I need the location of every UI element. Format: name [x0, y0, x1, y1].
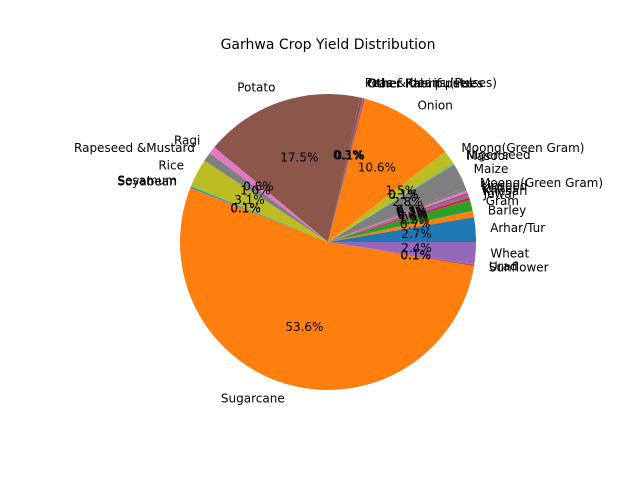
slice-label: Arhar/Tur — [490, 221, 545, 235]
slice-label: Barley — [488, 204, 526, 218]
pie-slice — [328, 199, 473, 242]
slice-percent-label: 2.4% — [401, 241, 432, 255]
pie-slice — [328, 187, 467, 242]
pie-labels: Arhar/Tur 2.7% Barley 0.7% Gram 1.2% Jowar 0.3%… — [74, 76, 603, 406]
slice-percent-label: 2.7% — [401, 227, 432, 241]
pie-slice — [180, 187, 475, 390]
slice-percent-label: 0.1% — [230, 202, 261, 216]
slice-label: Soyabean — [117, 174, 176, 188]
slice-percent-label: 0.1% — [401, 248, 432, 262]
slice-percent-label: 0.1% — [388, 188, 419, 202]
slice-label: Rice — [158, 159, 184, 173]
slice-percent-label: 0.1% — [400, 249, 431, 263]
pie-slice — [190, 186, 328, 242]
slice-label: Other Rabi pulses — [367, 76, 474, 90]
pie-slice — [328, 242, 475, 266]
slice-label: Gram — [486, 194, 519, 208]
slice-percent-label: 0.3% — [398, 208, 429, 222]
slice-percent-label: 0.3% — [397, 207, 428, 221]
slice-label: Potato — [237, 80, 275, 94]
slice-label: Khesari — [483, 184, 528, 198]
pie-slice — [328, 242, 476, 265]
slice-label: Peas & beans (Pulses) — [365, 76, 497, 90]
slice-label: Sunflower — [489, 260, 549, 274]
slice-percent-label: 0.1% — [334, 148, 365, 162]
pie-slice — [328, 164, 466, 242]
pie-slice — [328, 217, 476, 242]
pie-slice — [190, 186, 328, 242]
pie-slice — [328, 242, 475, 266]
slice-label: Kulthi — [482, 181, 516, 195]
pie-slice — [328, 194, 470, 242]
slice-label: Jowar — [483, 187, 517, 201]
slice-label: Urad — [489, 259, 518, 273]
slice-percent-label: 17.5% — [280, 150, 318, 164]
slice-percent-label: 0.3% — [333, 148, 364, 162]
pie-slice — [328, 192, 469, 242]
slice-percent-label: 10.6% — [358, 160, 396, 174]
slice-label: Ragi — [174, 133, 200, 147]
pie-slice — [209, 147, 328, 242]
pie-slice — [328, 151, 454, 242]
slice-label: Moong(Green Gram) — [480, 176, 603, 190]
pie-slice — [214, 94, 361, 243]
slice-percent-label: 0.8% — [243, 179, 274, 193]
pie-slice — [328, 98, 365, 242]
pie-slice — [328, 97, 363, 242]
pie-slice — [328, 197, 470, 242]
slice-label: Niger seed — [466, 148, 531, 162]
slice-percent-label: 2.8% — [392, 195, 423, 209]
slice-label: Rapeseed &Mustard — [74, 141, 195, 155]
slice-percent-label: 0.3% — [396, 203, 427, 217]
pie-slice — [204, 153, 328, 242]
slice-percent-label: 0.1% — [230, 201, 261, 215]
slice-percent-label: 0.7% — [400, 218, 431, 232]
pie-slice — [328, 163, 455, 242]
slice-label: Masoor — [466, 149, 510, 163]
slice-percent-label: 0.2% — [397, 206, 428, 220]
slice-percent-label: 0.1% — [388, 187, 419, 201]
pie-slice — [328, 98, 446, 242]
slice-label: Sesamum — [118, 173, 178, 187]
pie-slices — [180, 94, 476, 390]
slice-label: Sugarcane — [221, 391, 285, 405]
slice-percent-label: 53.6% — [285, 320, 323, 334]
slice-percent-label: 1.2% — [399, 213, 430, 227]
slice-percent-label: 3.1% — [234, 193, 265, 207]
pie-slice — [328, 162, 454, 242]
slice-label: Linseed — [481, 179, 527, 193]
slice-percent-label: 1.0% — [240, 183, 271, 197]
slice-label: Onion — [417, 99, 452, 113]
slice-label: Moong(Green Gram) — [461, 141, 584, 155]
pie-slice — [328, 210, 474, 242]
chart-title: Garhwa Crop Yield Distribution — [221, 37, 436, 53]
slice-label: Other Kharif pulses — [368, 77, 483, 91]
slice-percent-label: 0.1% — [334, 148, 365, 162]
pie-slice — [191, 160, 328, 242]
pie-slice — [328, 190, 468, 242]
slice-percent-label: 0.3% — [396, 204, 427, 218]
slice-label: Maize — [474, 162, 509, 176]
pie-slice — [328, 98, 364, 242]
slice-percent-label: 1.5% — [386, 184, 417, 198]
slice-label: Wheat — [490, 247, 529, 261]
